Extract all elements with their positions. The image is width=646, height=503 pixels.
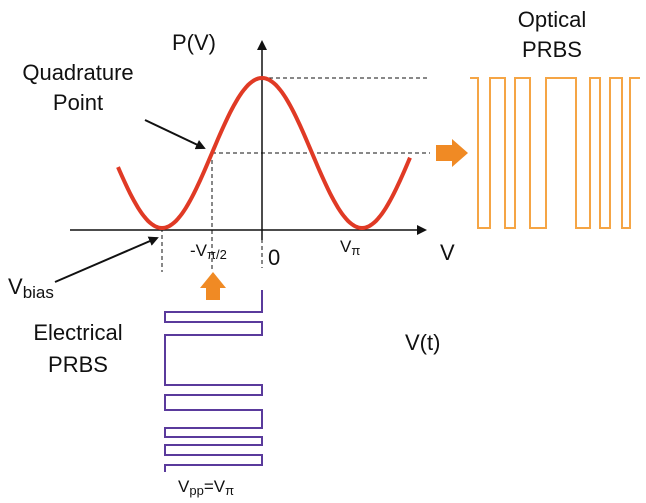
vpp-eq: =V xyxy=(204,477,226,496)
vt-label: V(t) xyxy=(405,330,440,355)
vbias-label: Vbias xyxy=(8,274,54,302)
quadrature-label: Quadrature xyxy=(22,60,133,85)
vpp-base: V xyxy=(178,477,190,496)
electrical-label: Electrical xyxy=(33,320,122,345)
quadrature-label: Point xyxy=(53,90,103,115)
transfer-curve xyxy=(116,75,412,231)
optical-waveform xyxy=(470,77,640,229)
electrical-label: PRBS xyxy=(48,352,108,377)
neg-half-vpi-base: -V xyxy=(190,241,208,260)
vbias-sub: bias xyxy=(23,283,54,302)
vpi-sub: π xyxy=(351,243,360,258)
vpp-label: Vpp=Vπ xyxy=(178,477,234,498)
bias-pointer xyxy=(54,236,159,283)
electrical-waveform xyxy=(164,290,263,472)
optical-label: PRBS xyxy=(522,37,582,62)
neg-half-vpi-label: -Vπ/2 xyxy=(190,241,227,262)
neg-half-vpi-sub: π/2 xyxy=(207,247,227,262)
y-axis-label: P(V) xyxy=(172,30,216,55)
quadrature-pointer xyxy=(144,119,206,150)
input-arrow xyxy=(200,272,226,300)
optical-label: Optical xyxy=(518,7,586,32)
vpi-base: V xyxy=(340,237,352,256)
guides xyxy=(161,77,430,272)
origin-label: 0 xyxy=(268,245,280,270)
output-arrow xyxy=(436,139,468,167)
vpi-label: Vπ xyxy=(340,237,360,258)
vpp-sub2: π xyxy=(225,483,234,498)
x-axis-label: V xyxy=(440,240,455,265)
vbias-base: V xyxy=(8,274,23,299)
vpp-sub: pp xyxy=(189,483,203,498)
